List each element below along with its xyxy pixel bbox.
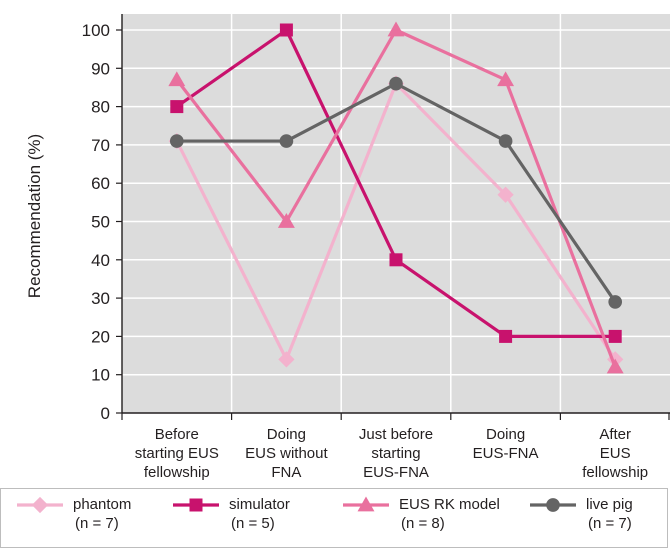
y-tick-label: 0 <box>101 404 110 423</box>
y-tick-label: 60 <box>91 174 110 193</box>
data-point <box>606 358 624 374</box>
legend-item-live-pig: live pig (n = 7) <box>528 495 633 533</box>
data-point <box>499 329 513 343</box>
y-tick-label: 30 <box>91 289 110 308</box>
legend-marker <box>357 496 375 512</box>
legend-item-simulator: simulator (n = 5) <box>171 495 290 533</box>
legend-swatch-eus-rk-model <box>343 496 389 512</box>
y-axis: 0 10 20 30 40 50 60 70 80 90 100 <box>82 14 123 423</box>
data-point <box>279 134 294 148</box>
x-axis: Before starting EUS fellowship Doing EUS wit… <box>121 412 670 481</box>
grid <box>122 14 670 413</box>
y-tick-label: 70 <box>91 136 110 155</box>
x-tick-label: After EUS fellowship <box>582 426 648 481</box>
x-tick-label: Just before starting EUS-FNA <box>359 426 433 481</box>
legend-swatch-live-pig <box>530 498 576 512</box>
x-tick-label: Before starting EUS fellowship <box>135 426 219 481</box>
data-point <box>170 100 184 114</box>
series-live-pig <box>169 76 623 309</box>
y-tick-label: 100 <box>82 21 110 40</box>
legend-marker <box>31 496 49 514</box>
data-point <box>389 76 403 91</box>
legend-count: (n = 8) <box>401 515 445 532</box>
y-tick-label: 80 <box>91 98 110 117</box>
legend-label: EUS RK model <box>399 496 500 513</box>
legend-count: (n = 7) <box>75 515 119 532</box>
data-point <box>277 213 295 228</box>
plot-area <box>122 14 670 413</box>
legend-label: simulator <box>229 496 290 513</box>
data-point <box>278 351 295 368</box>
data-point <box>168 71 186 87</box>
x-tick-label: Doing EUS without FNA <box>245 426 328 481</box>
legend-item-eus-rk-model: EUS RK model (n = 8) <box>341 495 500 533</box>
data-point <box>608 329 622 343</box>
data-point <box>497 71 515 87</box>
legend-item-phantom: phantom (n = 7) <box>15 495 131 533</box>
legend: phantom (n = 7) simulator (n = 5) EUS RK m… <box>0 488 668 548</box>
data-point <box>608 295 623 309</box>
line-chart: 0 10 20 30 40 50 60 70 80 90 100 Before starting EU… <box>25 14 670 481</box>
data-point <box>389 253 403 267</box>
y-tick-label: 40 <box>91 251 110 270</box>
legend-count: (n = 7) <box>588 515 632 532</box>
y-tick-label: 10 <box>91 366 110 385</box>
series-group <box>168 21 624 374</box>
legend-marker <box>546 498 560 512</box>
data-point <box>497 186 514 203</box>
data-point <box>279 23 293 37</box>
series-eus-rk-model <box>168 21 624 374</box>
legend-swatch-simulator <box>173 498 219 512</box>
legend-count: (n = 5) <box>231 515 275 532</box>
data-point <box>498 134 513 148</box>
series-simulator <box>170 23 622 343</box>
data-point <box>387 21 405 37</box>
legend-swatch-phantom <box>17 496 63 514</box>
y-tick-label: 90 <box>91 59 110 78</box>
legend-label: phantom <box>73 496 132 513</box>
legend-label: live pig <box>586 496 633 513</box>
y-tick-label: 50 <box>91 213 110 232</box>
y-tick-label: 20 <box>91 327 110 346</box>
y-axis-title: Recommendation (%) <box>25 134 44 298</box>
data-point <box>169 134 184 148</box>
legend-marker <box>189 498 203 512</box>
x-tick-label: Doing EUS-FNA <box>473 426 539 462</box>
